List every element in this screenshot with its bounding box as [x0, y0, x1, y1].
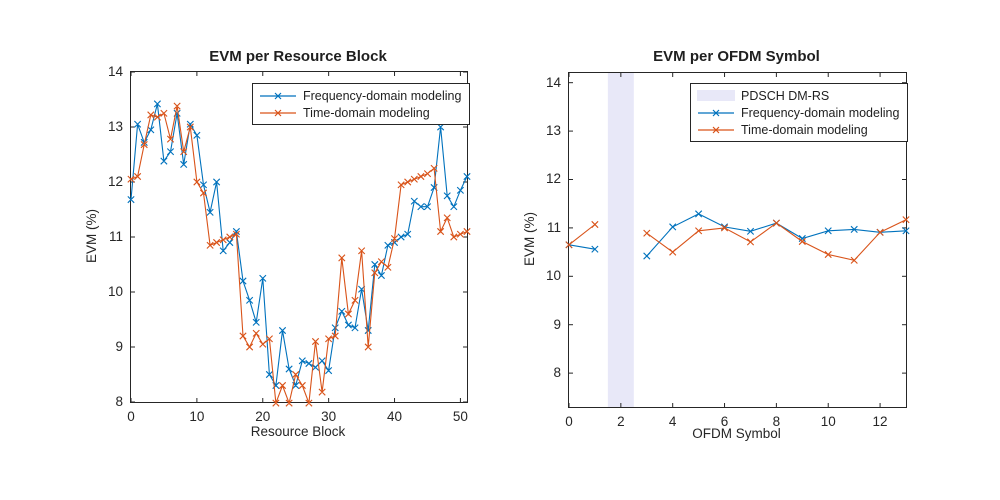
chart-title: EVM per Resource Block — [209, 48, 387, 65]
legend-label: Frequency-domain modeling — [303, 88, 462, 103]
plot-area: 0 10 20 30 40 50 8 9 10 11 12 13 14 — [108, 65, 471, 424]
x-tick-label: 30 — [321, 409, 337, 424]
line-sample-icon — [260, 92, 296, 99]
series-markers — [127, 100, 471, 390]
y-tick-label: 9 — [115, 339, 123, 354]
y-tick-label: 10 — [107, 284, 123, 299]
x-tick-label: 0 — [565, 414, 573, 429]
legend-label: PDSCH DM-RS — [741, 88, 830, 103]
x-tick-label: 40 — [387, 409, 403, 424]
x-tick-label: 50 — [452, 409, 468, 424]
evm-per-ofdm-symbol-plot — [565, 73, 910, 407]
legend-entry: Frequency-domain modeling — [697, 104, 899, 121]
y-tick-label: 9 — [553, 316, 561, 332]
line-sample-icon — [698, 109, 734, 116]
chart-title: EVM per OFDM Symbol — [653, 48, 820, 65]
series-line — [130, 105, 468, 406]
y-tick-label: 8 — [553, 365, 561, 381]
y-tick-label: 13 — [107, 119, 123, 134]
line-sample-icon — [698, 126, 734, 133]
series-line — [130, 103, 468, 388]
y-axis-label: EVM (%) — [522, 212, 537, 266]
legend-entry: PDSCH DM-RS — [697, 87, 899, 104]
y-tick-label: 14 — [107, 64, 123, 79]
dmrs-patch-swatch — [697, 90, 735, 101]
legend: PDSCH DM-RS Frequency-domain modeling Ti… — [690, 83, 909, 142]
legend: Frequency-domain modeling Time-domain mo… — [252, 83, 471, 125]
y-tick-label: 12 — [107, 174, 123, 189]
x-tick-label: 10 — [820, 414, 836, 429]
dmrs-highlight-region — [607, 73, 634, 407]
x-tick-label: 12 — [872, 414, 888, 429]
legend-entry: Time-domain modeling — [697, 121, 899, 138]
series-markers — [565, 216, 910, 264]
x-tick-label: 8 — [772, 414, 781, 429]
legend-label: Time-domain modeling — [741, 122, 868, 137]
y-tick-label: 12 — [545, 171, 561, 187]
x-tick-label: 2 — [617, 414, 625, 429]
y-tick-label: 13 — [545, 123, 561, 139]
legend-label: Time-domain modeling — [303, 105, 430, 120]
x-tick-label: 10 — [189, 409, 205, 424]
plot-area: 0 2 4 6 8 10 12 8 9 10 11 12 13 14 — [546, 72, 910, 429]
evm-per-resource-block-plot — [127, 71, 471, 407]
y-tick-label: 14 — [545, 74, 561, 90]
x-tick-label: 0 — [127, 409, 135, 424]
legend-entry: Frequency-domain modeling — [259, 87, 461, 104]
x-tick-label: 4 — [668, 414, 677, 429]
x-tick-label: 6 — [720, 414, 729, 429]
legend-entry: Time-domain modeling — [259, 104, 461, 121]
y-tick-label: 11 — [546, 219, 561, 235]
x-tick-label: 20 — [255, 409, 271, 424]
line-sample-icon — [260, 109, 296, 116]
x-axis-label: OFDM Symbol — [692, 426, 781, 441]
legend-label: Frequency-domain modeling — [741, 105, 900, 120]
x-axis-label: Resource Block — [250, 424, 346, 439]
y-tick-label: 11 — [108, 229, 123, 244]
y-tick-label: 10 — [545, 268, 561, 284]
y-tick-label: 8 — [115, 394, 123, 409]
series-markers — [127, 102, 471, 407]
